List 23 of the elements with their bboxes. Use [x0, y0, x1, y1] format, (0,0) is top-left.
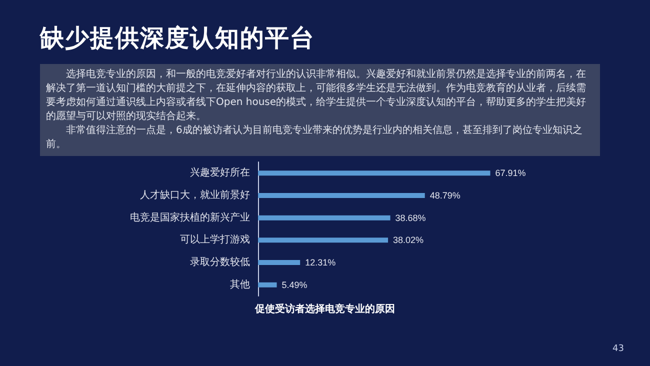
data-label: 48.79% — [430, 190, 460, 200]
chart-title: 缺少提供深度认知的平台 — [40, 23, 315, 54]
x-axis-title: 促使受访者选择电竞专业的原因 — [254, 302, 396, 316]
data-label: 5.49% — [282, 280, 308, 290]
text: 43 — [612, 344, 624, 354]
bar — [258, 260, 300, 265]
y-tick-label: 可以上学打游戏 — [180, 234, 250, 246]
text: 非常值得注意的一点是，6成的被访者认为目前电竞专业带来的优势是行业内的相关信息，甚至排到了岗位专业知识之前。 — [46, 124, 584, 152]
bar — [258, 193, 425, 198]
data-label: 67.91% — [495, 168, 526, 178]
y-tick-label: 兴趣爱好所在 — [190, 166, 250, 179]
data-label: 38.02% — [393, 235, 424, 246]
bar — [258, 215, 390, 220]
chart-subtitle: 选择电竞专业的原因，和一般的电竞爱好者对行业的认识非常相似。兴趣爱好和就业前景仍然是选择专业的前两名，在解决了第一道认知门槛的大前提之下，在延伸内容的获取上，可能很多学生还是无法做到。作为电竞教育的从业者，后续需要考虑如何通过通识线上内容或者线下Open house的模式，给学生提供一个专业深度认知的平台，帮助更多的学生把美好的愿望与可以对照的现实结合起来。 — [46, 68, 588, 124]
y-tick-label: 录取分数较低 — [190, 256, 250, 268]
data-label: 12.31% — [305, 258, 336, 268]
bar — [258, 238, 388, 243]
y-tick-label: 其他 — [230, 278, 250, 290]
y-tick-label: 电竞是国家扶植的新兴产业 — [130, 211, 250, 224]
bar — [258, 170, 490, 176]
y-tick-label: 人才缺口大，就业前景好 — [140, 189, 250, 201]
data-label: 38.68% — [395, 212, 426, 223]
bar — [258, 282, 277, 288]
